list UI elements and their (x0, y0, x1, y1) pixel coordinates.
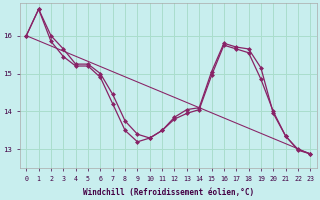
X-axis label: Windchill (Refroidissement éolien,°C): Windchill (Refroidissement éolien,°C) (83, 188, 254, 197)
